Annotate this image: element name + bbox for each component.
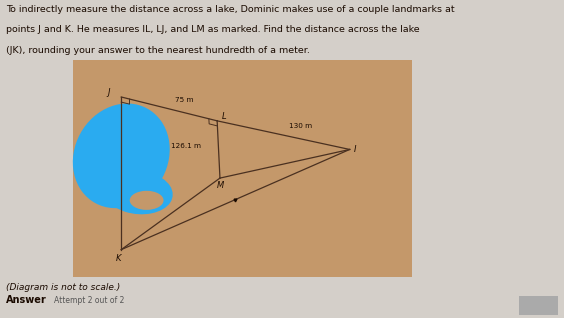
- Text: points J and K. He measures IL, LJ, and LM as marked. Find the distance across t: points J and K. He measures IL, LJ, and …: [6, 25, 419, 34]
- Bar: [73, 60, 412, 277]
- Text: L: L: [222, 112, 226, 121]
- Text: 75 m: 75 m: [175, 97, 193, 103]
- Text: To indirectly measure the distance across a lake, Dominic makes use of a couple : To indirectly measure the distance acros…: [6, 5, 454, 14]
- Ellipse shape: [130, 191, 164, 210]
- Text: 126.1 m: 126.1 m: [170, 143, 201, 149]
- Text: Answer: Answer: [6, 295, 46, 305]
- Bar: [519, 296, 558, 315]
- Text: K: K: [116, 254, 121, 263]
- Text: (JK), rounding your answer to the nearest hundredth of a meter.: (JK), rounding your answer to the neares…: [6, 46, 310, 55]
- Ellipse shape: [73, 103, 170, 208]
- Ellipse shape: [104, 170, 173, 214]
- Text: M: M: [217, 181, 224, 190]
- Text: (Diagram is not to scale.): (Diagram is not to scale.): [6, 283, 120, 292]
- Text: J: J: [107, 88, 109, 97]
- Text: Attempt 2 out of 2: Attempt 2 out of 2: [54, 296, 124, 305]
- Text: I: I: [354, 145, 356, 154]
- Text: 130 m: 130 m: [289, 123, 312, 129]
